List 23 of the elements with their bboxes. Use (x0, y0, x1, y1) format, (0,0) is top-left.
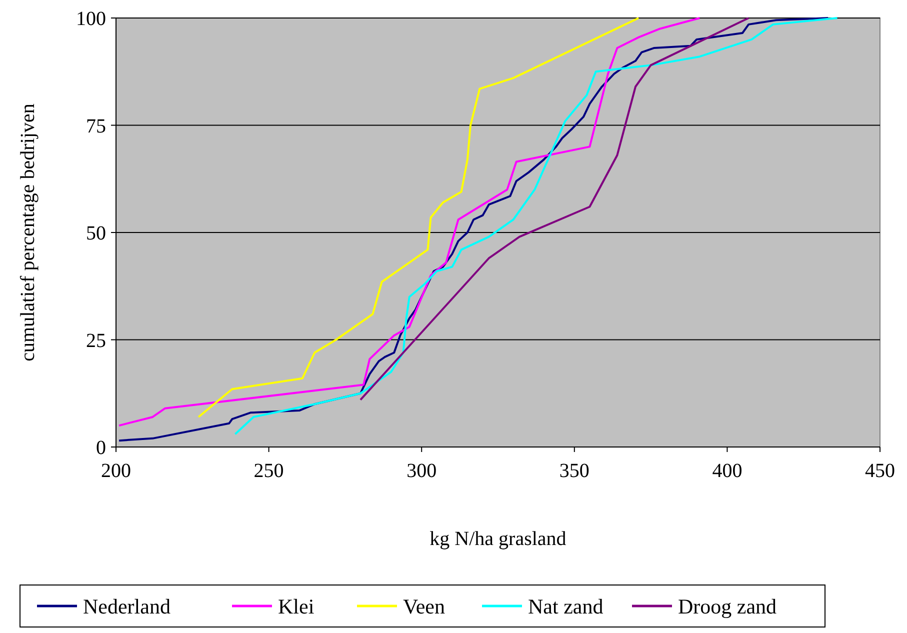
line-series (198, 17, 640, 418)
line-series (118, 17, 830, 442)
legend-label: Droog zand (678, 594, 778, 618)
line-series (118, 17, 701, 427)
line-series (234, 17, 838, 436)
y-axis-title: cumulatief percentage bedrijven (17, 104, 39, 362)
x-tick-label: 200 (101, 460, 131, 482)
line-series (359, 17, 750, 401)
x-tick-label: 450 (865, 460, 895, 482)
y-tick-label: 75 (86, 115, 106, 138)
legend-label: Nederland (83, 594, 171, 618)
legend-label: Klei (278, 594, 314, 618)
legend-label: Nat zand (528, 594, 604, 618)
y-tick-label: 100 (76, 8, 106, 30)
x-axis-title: kg N/ha grasland (430, 528, 566, 550)
x-tick-label: 300 (406, 460, 437, 482)
x-tick-label: 400 (712, 460, 742, 482)
legend-label: Veen (403, 594, 446, 618)
x-tick-label: 350 (559, 460, 590, 482)
y-tick-label: 50 (86, 222, 106, 244)
y-tick-label: 25 (86, 330, 106, 352)
x-tick-label: 250 (254, 460, 284, 482)
y-tick-label: 0 (96, 437, 106, 459)
